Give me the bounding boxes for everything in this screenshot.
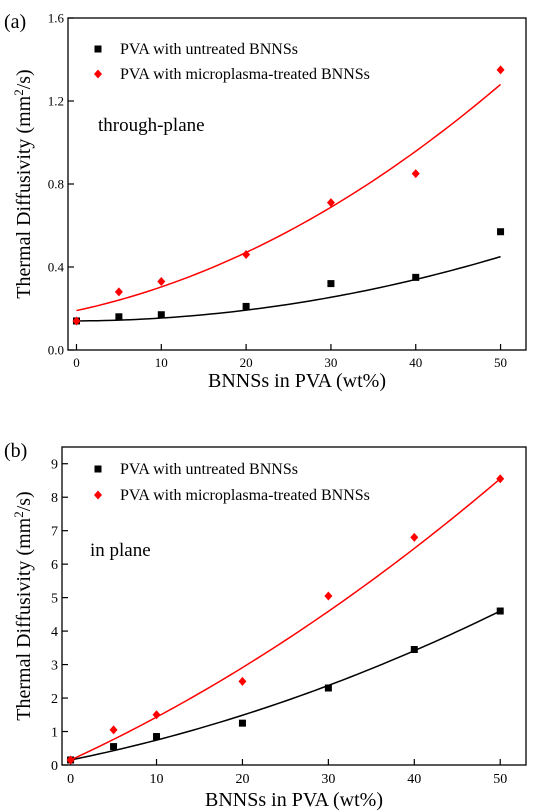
- y-tick-label: 0.8: [48, 177, 64, 192]
- x-tick-label: 30: [324, 355, 337, 370]
- data-point-square: [497, 228, 505, 236]
- legend-entry-0: PVA with untreated BNNSs: [94, 41, 298, 58]
- data-point-diamond: [152, 710, 161, 720]
- y-axis-title-tail: /s): [13, 491, 35, 511]
- legend-label: PVA with untreated BNNSs: [120, 41, 298, 58]
- legend-entry-1: PVA with microplasma-treated BNNSs: [94, 66, 370, 83]
- fit-curve-series-0: [76, 255, 501, 322]
- x-axis-title: BNNSs in PVA (wt%): [205, 789, 383, 811]
- y-axis-title-superscript: 2: [11, 89, 26, 96]
- y-axis-title-main: Thermal Diffusivity (mm: [13, 517, 35, 720]
- fit-curve-series-1: [70, 478, 501, 761]
- data-point-diamond: [157, 277, 166, 287]
- fit-curve-series-1: [76, 83, 502, 312]
- x-tick-label: 0: [73, 355, 80, 370]
- data-point-diamond: [72, 316, 81, 326]
- data-point-square: [496, 607, 504, 615]
- series-0: [72, 228, 505, 325]
- fit-curve-series-0: [70, 610, 501, 761]
- y-axis-title-superscript: 2: [11, 511, 26, 518]
- x-tick-label: 0: [67, 772, 74, 787]
- data-point-diamond: [410, 532, 419, 542]
- data-point-square: [153, 733, 161, 741]
- panel-label: (b): [4, 440, 27, 462]
- data-point-diamond: [109, 725, 118, 735]
- x-tick-label: 20: [235, 772, 249, 787]
- data-point-square: [324, 684, 332, 692]
- series-0: [67, 607, 504, 764]
- legend-label: PVA with microplasma-treated BNNSs: [120, 487, 370, 504]
- x-tick-label: 50: [493, 772, 507, 787]
- y-tick-label: 8: [51, 491, 58, 506]
- y-tick-label: 1: [51, 725, 58, 740]
- y-tick-label: 2: [51, 692, 58, 707]
- data-point-square: [110, 743, 118, 751]
- x-tick-label: 10: [150, 772, 164, 787]
- data-point-square: [238, 719, 246, 727]
- chart-panel-1: 0 10 20 30 40 50 0 1 2 3 4 5 6 7 8 9 BNNSs in PVA (wt%) T…: [4, 440, 527, 811]
- y-tick-label: 7: [51, 525, 58, 540]
- x-tick-label: 40: [407, 772, 421, 787]
- data-point-square: [115, 313, 123, 321]
- y-axis-title: Thermal Diffusivity (mm2/s): [11, 69, 35, 298]
- legend-marker-diamond: [94, 69, 102, 79]
- data-point-diamond: [242, 250, 251, 260]
- y-tick-label: 0: [51, 759, 58, 774]
- y-tick-label: 1.6: [48, 11, 65, 26]
- y-tick-label: 6: [51, 558, 58, 573]
- data-point-diamond: [496, 474, 505, 484]
- data-point-diamond: [66, 755, 75, 765]
- data-point-square: [242, 302, 250, 310]
- plot-frame: [61, 446, 527, 766]
- y-tick-label: 3: [51, 658, 58, 673]
- legend-entry-1: PVA with microplasma-treated BNNSs: [94, 487, 370, 504]
- annotation-text: in plane: [90, 540, 151, 561]
- data-point-square: [327, 280, 335, 288]
- data-point-square: [412, 273, 420, 281]
- data-point-diamond: [326, 198, 335, 208]
- legend-marker-square: [94, 45, 102, 53]
- data-point-diamond: [411, 169, 420, 179]
- y-tick-label: 0.4: [48, 260, 65, 275]
- series-1: [66, 474, 505, 765]
- y-tick-label: 9: [51, 458, 58, 473]
- data-point-diamond: [496, 65, 505, 75]
- x-tick-label: 30: [321, 772, 335, 787]
- y-tick-label: 1.2: [48, 94, 64, 109]
- x-tick-label: 20: [240, 355, 253, 370]
- x-tick-label: 40: [409, 355, 422, 370]
- y-axis-title-main: Thermal Diffusivity (mm: [13, 95, 35, 298]
- data-point-diamond: [324, 591, 333, 601]
- data-point-diamond: [238, 676, 247, 686]
- chart-panel-0: 0 10 20 30 40 50 0.0 0.4 0.8 1.2 1.6 BNNSs in PVA (…: [4, 11, 527, 392]
- y-tick-label: 5: [51, 592, 58, 607]
- annotation-text: through-plane: [98, 115, 205, 136]
- panel-label: (a): [4, 11, 26, 33]
- legend-label: PVA with untreated BNNSs: [120, 461, 298, 478]
- data-point-square: [410, 646, 418, 654]
- x-tick-label: 10: [155, 355, 168, 370]
- data-point-square: [157, 311, 165, 319]
- y-axis-title-tail: /s): [13, 69, 35, 89]
- y-axis-title: Thermal Diffusivity (mm2/s): [11, 491, 35, 720]
- series-1: [72, 65, 505, 326]
- legend-label: PVA with microplasma-treated BNNSs: [120, 66, 370, 83]
- legend-marker-square: [94, 465, 102, 473]
- x-tick-label: 50: [494, 355, 507, 370]
- y-tick-label: 0.0: [48, 343, 64, 358]
- data-point-diamond: [114, 287, 123, 297]
- legend-marker-diamond: [94, 490, 102, 500]
- legend-entry-0: PVA with untreated BNNSs: [94, 461, 298, 478]
- y-tick-label: 4: [51, 625, 58, 640]
- x-axis-title: BNNSs in PVA (wt%): [208, 370, 386, 392]
